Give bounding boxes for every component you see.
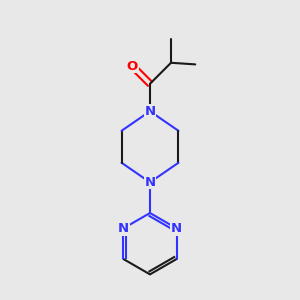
Text: N: N (144, 105, 156, 118)
Text: N: N (171, 222, 182, 235)
Text: O: O (127, 59, 138, 73)
Text: N: N (118, 222, 129, 235)
Text: N: N (144, 176, 156, 189)
